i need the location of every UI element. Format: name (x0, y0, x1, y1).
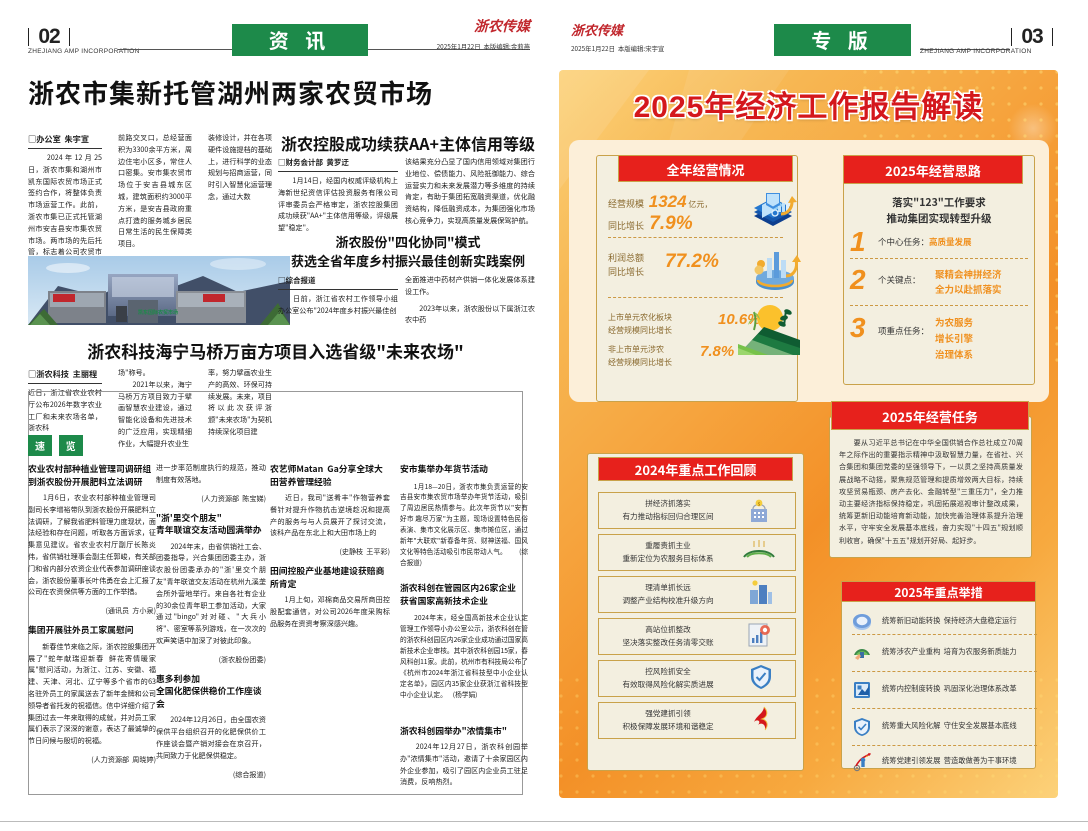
svg-text:凯东国际农贸市场: 凯东国际农贸市场 (138, 309, 178, 316)
svg-text:$: $ (758, 502, 761, 508)
